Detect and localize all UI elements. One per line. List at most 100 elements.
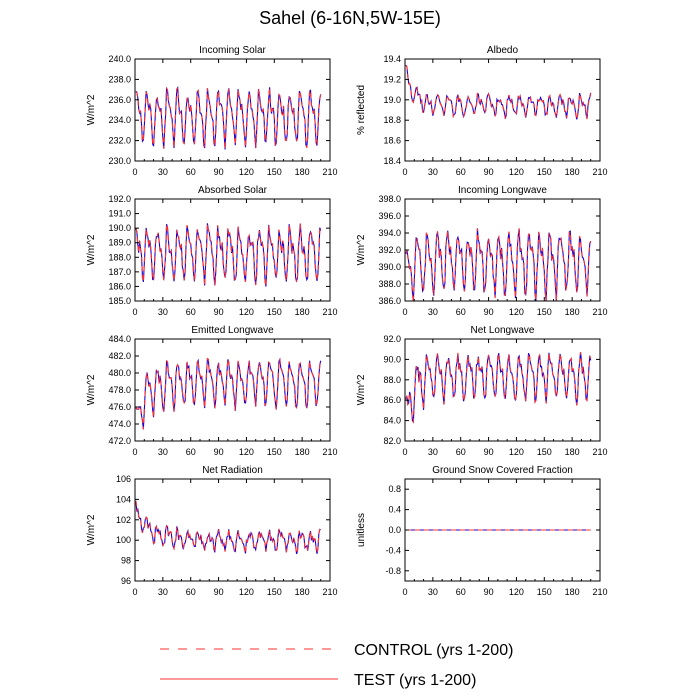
y-tick-label: 104 <box>116 494 131 504</box>
x-tick-label: 60 <box>456 447 466 457</box>
chart-panel-6: Net Longwave W/m^2 0 30 60 90 120 150 180 210 82.0… <box>356 325 608 457</box>
panel-title: Incoming Solar <box>199 45 266 56</box>
x-tick-label: 0 <box>402 587 407 597</box>
series-line-control <box>405 228 592 301</box>
x-tick-label: 0 <box>402 447 407 457</box>
plot-frame <box>404 58 601 162</box>
y-tick-label: 19.2 <box>383 74 401 84</box>
y-tick-label: 398.0 <box>378 194 401 204</box>
x-tick-label: 120 <box>239 167 254 177</box>
x-tick-label: 150 <box>267 167 282 177</box>
panel-title: Net Longwave <box>471 325 535 336</box>
chart-panel-7: Net Radiation W/m^2 0 30 60 90 120 150 180 210 96 9… <box>86 465 338 597</box>
x-tick-label: 180 <box>295 587 310 597</box>
series-line-test <box>405 352 592 423</box>
x-tick-label: 120 <box>239 447 254 457</box>
x-tick-label: 30 <box>428 167 438 177</box>
y-tick-label: 390.0 <box>378 262 401 272</box>
y-tick-label: 386.0 <box>378 296 401 306</box>
x-tick-label: 150 <box>537 587 552 597</box>
y-tick-label: 238.0 <box>108 74 131 84</box>
panel-title: Net Radiation <box>202 465 263 476</box>
y-tick-label: 84.0 <box>383 416 401 426</box>
series-line-test <box>135 357 322 430</box>
x-tick-label: 90 <box>214 447 224 457</box>
chart-panel-5: Emitted Longwave W/m^2 0 30 60 90 120 150 180 210… <box>86 325 338 457</box>
y-tick-label: 191.0 <box>108 209 131 219</box>
x-tick-label: 210 <box>592 167 607 177</box>
chart-panel-3: Absorbed Solar W/m^2 0 30 60 90 120 150 180 210 18… <box>86 185 338 317</box>
x-tick-label: 120 <box>239 587 254 597</box>
x-tick-label: 90 <box>214 587 224 597</box>
panel-title: Ground Snow Covered Fraction <box>432 465 573 476</box>
x-tick-label: 210 <box>592 307 607 317</box>
plot-frame <box>404 338 601 442</box>
chart-panel-2: Albedo % reflected 0 30 60 90 120 150 180 210 18.4… <box>356 45 608 177</box>
x-tick-label: 210 <box>322 587 337 597</box>
legend: CONTROL (yrs 1-200) TEST (yrs 1-200) <box>160 642 513 689</box>
x-tick-label: 0 <box>402 307 407 317</box>
series-line-control <box>135 357 322 430</box>
y-axis-label: unitless <box>356 513 367 547</box>
chart-panel-4: Incoming Longwave W/m^2 0 30 60 90 120 150 180 21… <box>356 185 608 317</box>
x-tick-label: 180 <box>565 587 580 597</box>
y-tick-label: 472.0 <box>108 436 131 446</box>
y-tick-label: 98 <box>121 556 131 566</box>
series-line-control <box>405 64 592 120</box>
x-tick-label: 150 <box>537 307 552 317</box>
panel-title: Albedo <box>487 45 519 56</box>
y-tick-label: 236.0 <box>108 95 131 105</box>
panel-title: Emitted Longwave <box>191 325 274 336</box>
x-tick-label: 210 <box>592 587 607 597</box>
x-tick-label: 30 <box>158 587 168 597</box>
x-tick-label: 210 <box>322 307 337 317</box>
y-axis-label: W/m^2 <box>356 374 367 405</box>
y-tick-label: 86.0 <box>383 395 401 405</box>
x-tick-label: 180 <box>295 307 310 317</box>
x-tick-label: 210 <box>592 447 607 457</box>
y-tick-label: 19.4 <box>383 54 401 64</box>
y-tick-label: 190.0 <box>108 223 131 233</box>
figure-title: Sahel (6-16N,5W-15E) <box>259 8 441 28</box>
x-tick-label: 120 <box>509 167 524 177</box>
x-tick-label: 120 <box>509 587 524 597</box>
y-axis-label: W/m^2 <box>86 234 97 265</box>
y-tick-label: 234.0 <box>108 115 131 125</box>
x-tick-label: 30 <box>428 587 438 597</box>
y-axis-label: W/m^2 <box>86 94 97 125</box>
y-tick-label: 396.0 <box>378 211 401 221</box>
x-tick-label: 60 <box>456 167 466 177</box>
panel-title: Incoming Longwave <box>458 185 547 196</box>
x-tick-label: 0 <box>132 307 137 317</box>
plot-frame <box>134 478 331 582</box>
series-line-control <box>135 501 322 555</box>
y-tick-label: 476.0 <box>108 402 131 412</box>
series-line-test <box>135 500 321 555</box>
y-tick-label: 474.0 <box>108 419 131 429</box>
x-tick-label: 210 <box>322 167 337 177</box>
y-tick-label: 388.0 <box>378 279 401 289</box>
y-tick-label: 102 <box>116 515 131 525</box>
x-tick-label: 30 <box>428 447 438 457</box>
y-tick-label: 394.0 <box>378 228 401 238</box>
x-tick-label: 30 <box>158 167 168 177</box>
y-tick-label: 92.0 <box>383 334 401 344</box>
y-axis-label: W/m^2 <box>356 234 367 265</box>
x-tick-label: 150 <box>537 167 552 177</box>
x-tick-label: 0 <box>402 167 407 177</box>
y-tick-label: 187.0 <box>108 267 131 277</box>
plot-frame <box>134 198 331 302</box>
chart-panel-8: Ground Snow Covered Fraction unitless 0 30 6… <box>356 465 608 597</box>
plot-frame <box>134 338 331 442</box>
x-tick-label: 60 <box>186 167 196 177</box>
y-tick-label: 392.0 <box>378 245 401 255</box>
y-tick-label: 186.0 <box>108 281 131 291</box>
x-tick-label: 150 <box>267 587 282 597</box>
y-tick-label: 0.0 <box>388 525 401 535</box>
x-tick-label: 150 <box>537 447 552 457</box>
x-tick-label: 180 <box>565 307 580 317</box>
y-axis-label: % reflected <box>356 85 367 135</box>
plot-frame <box>134 58 331 162</box>
x-tick-label: 30 <box>158 447 168 457</box>
